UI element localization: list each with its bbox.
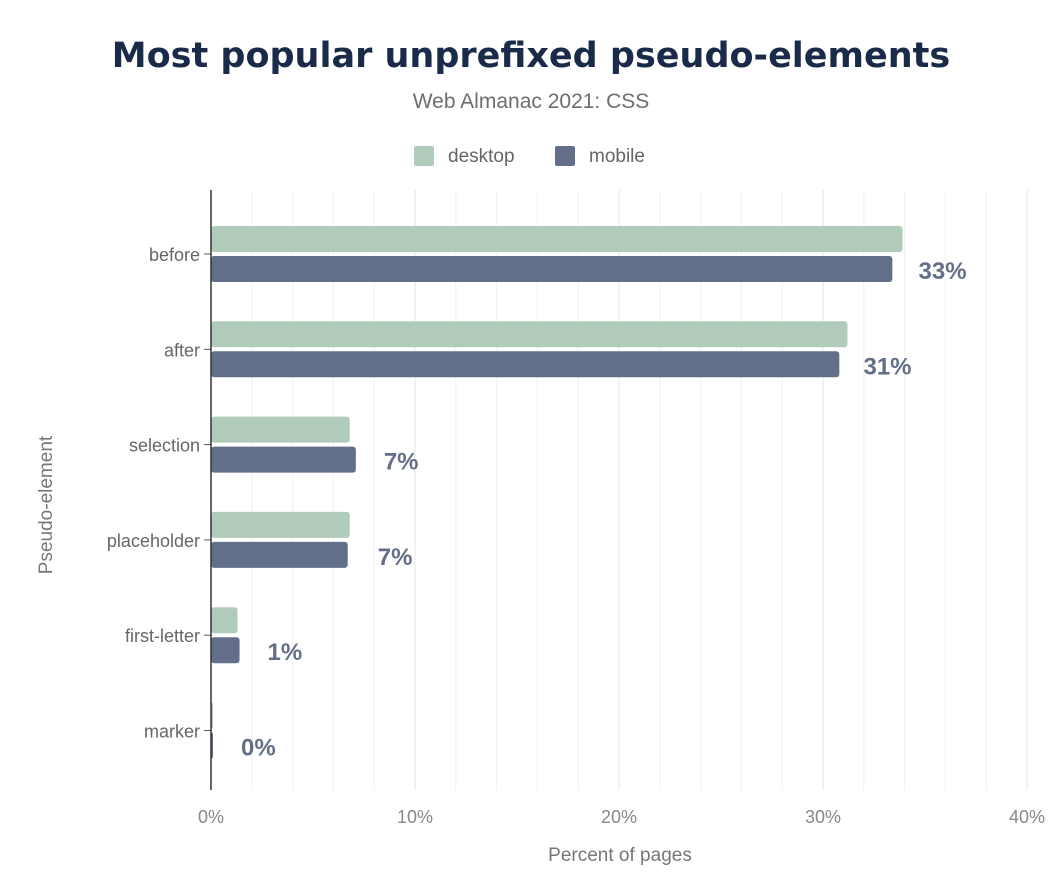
- x-tick-label: 0%: [198, 807, 224, 827]
- bar-desktop-before: [211, 226, 903, 252]
- data-label-first-letter: 1%: [268, 639, 303, 666]
- x-tick-label: 30%: [805, 807, 841, 827]
- chart-title: Most popular unprefixed pseudo-elements: [111, 36, 951, 76]
- y-tick-label: selection: [129, 436, 200, 456]
- y-tick-label: after: [164, 340, 200, 360]
- legend-label-mobile: mobile: [589, 146, 645, 167]
- data-label-selection: 7%: [384, 449, 419, 476]
- bar-desktop-first-letter: [211, 607, 238, 634]
- y-tick-label: placeholder: [107, 531, 200, 551]
- bar-desktop-selection: [211, 416, 350, 443]
- x-axis-title: Percent of pages: [548, 845, 692, 866]
- legend-swatch-mobile: [555, 146, 575, 166]
- bar-mobile-first-letter: [211, 637, 240, 664]
- y-tick-label: before: [149, 245, 200, 265]
- data-label-placeholder: 7%: [378, 544, 413, 571]
- data-label-marker: 0%: [241, 735, 276, 762]
- bar-mobile-selection: [211, 446, 356, 473]
- bar-desktop-after: [211, 321, 848, 348]
- x-tick-label: 20%: [601, 807, 637, 827]
- x-tick-label: 40%: [1009, 807, 1045, 827]
- y-tick-label: first-letter: [125, 626, 200, 646]
- bar-mobile-before: [211, 256, 893, 282]
- bar-desktop-placeholder: [211, 511, 350, 538]
- bar-mobile-placeholder: [211, 541, 348, 568]
- chart-subtitle: Web Almanac 2021: CSS: [412, 90, 650, 113]
- y-tick-label: marker: [144, 722, 200, 742]
- legend-swatch-desktop: [414, 146, 434, 166]
- y-axis-title: Pseudo-element: [36, 435, 57, 574]
- data-label-before: 33%: [919, 258, 967, 285]
- legend-label-desktop: desktop: [448, 146, 515, 167]
- data-label-after: 31%: [863, 353, 911, 380]
- x-tick-label: 10%: [397, 807, 433, 827]
- bar-mobile-after: [211, 351, 840, 378]
